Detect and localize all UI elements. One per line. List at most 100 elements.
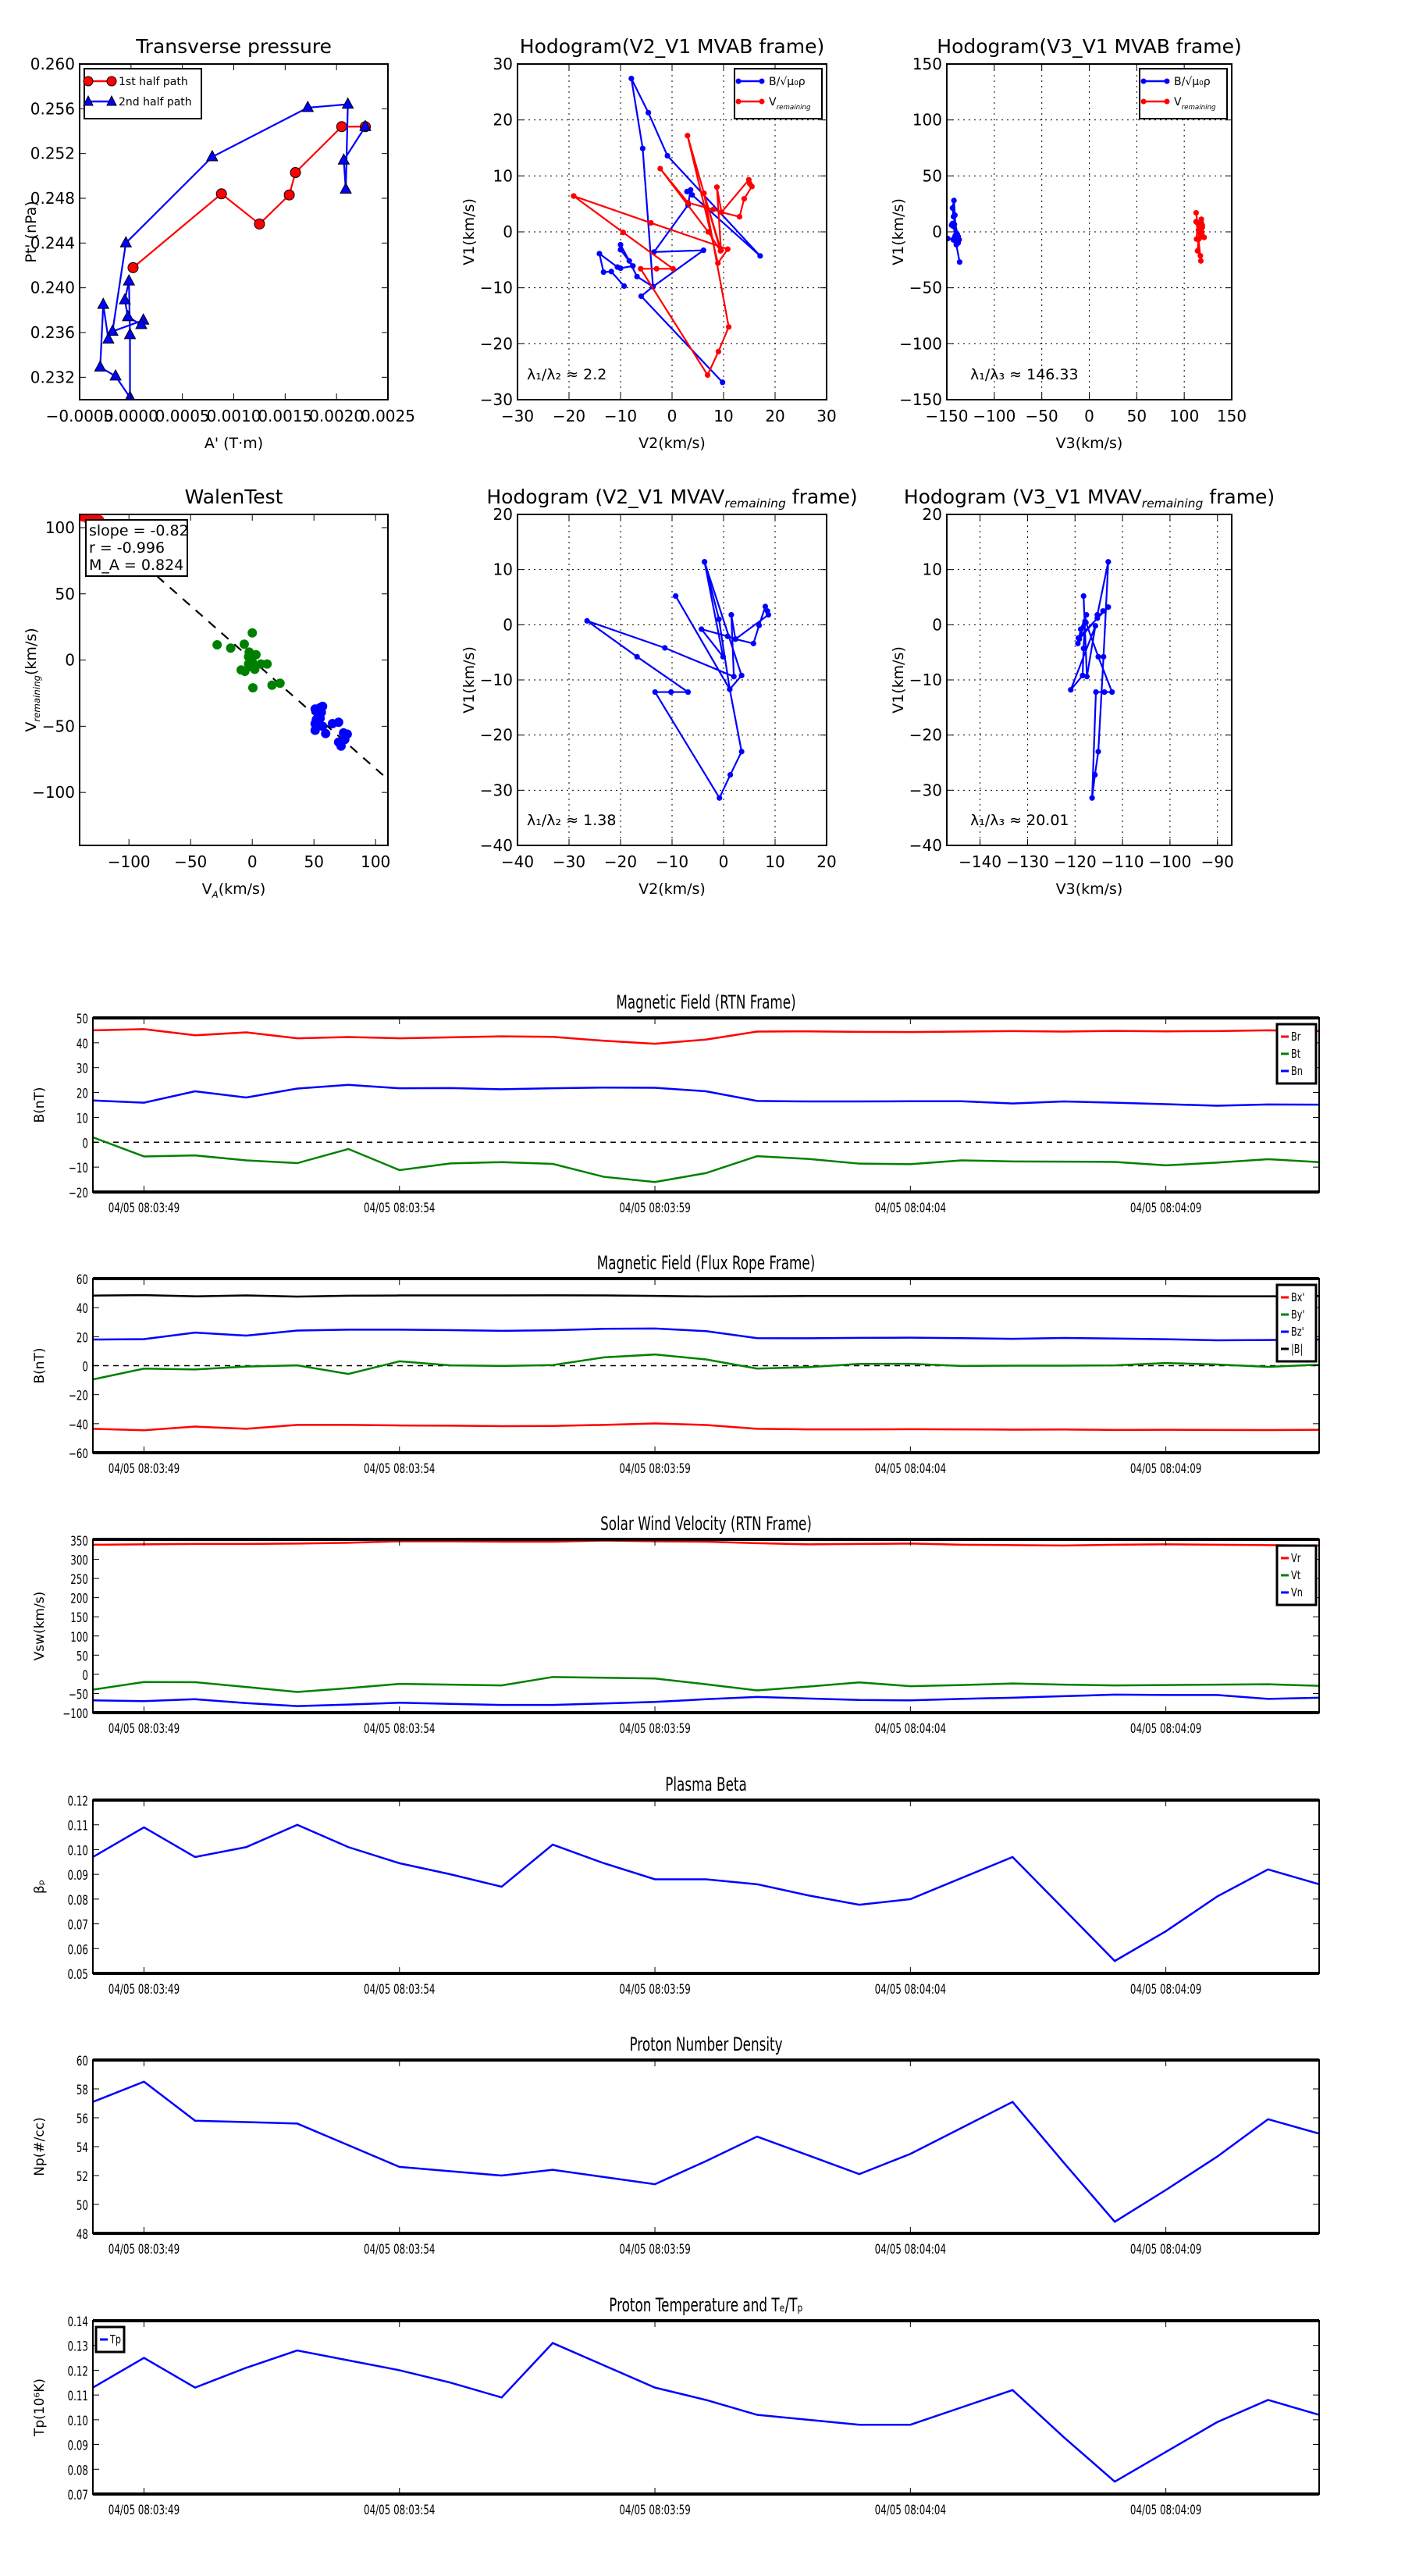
y-tick-label: 0.05 [68, 1967, 88, 1983]
y-tick-label: −150 [899, 390, 942, 409]
chart-title: WalenTest [185, 486, 283, 508]
data-point [1100, 608, 1106, 614]
x-tick-label: 0.0005 [155, 407, 210, 425]
axes-frame [92, 1799, 1320, 1974]
legend-label: Vremaining​ [769, 96, 811, 112]
series-line-Bx' [93, 1422, 1319, 1432]
series-line-Bz' [93, 1327, 1319, 1342]
data-point [1105, 559, 1112, 565]
chart-title: Plasma Beta [665, 1774, 747, 1795]
y-tick-label: 350 [70, 1534, 88, 1550]
axes-frame [92, 1539, 1320, 1713]
y-tick-label: −20 [69, 1186, 88, 1201]
data-point [710, 206, 717, 212]
data-point [718, 247, 724, 254]
data-point [639, 145, 646, 151]
data-point [340, 182, 352, 194]
data-point [685, 688, 692, 696]
y-tick-label: 50 [923, 166, 942, 185]
data-point [215, 188, 227, 200]
x-tick-label: −100 [1148, 852, 1191, 871]
data-point [628, 76, 635, 82]
series-line-Br [93, 1028, 1319, 1045]
data-point [341, 97, 354, 109]
x-tick-label: 50 [1127, 407, 1147, 425]
y-tick-label: −30 [480, 390, 513, 409]
y-tick-label: −10 [909, 671, 942, 689]
chart-title: Proton Temperature and Tₑ/Tₚ [609, 2294, 802, 2316]
data-point [626, 258, 632, 264]
y-tick-label: −60 [69, 1446, 88, 1462]
y-tick-label: 300 [70, 1553, 88, 1568]
data-point [254, 218, 265, 229]
data-point [119, 293, 131, 304]
data-point [757, 253, 763, 259]
y-axis-label: V1(km/s) [890, 646, 907, 713]
y-tick-label: 0.256 [30, 99, 75, 118]
x-tick-label: 04/05 08:03:54 [364, 1201, 435, 1216]
data-point [689, 192, 695, 198]
chart-panel: WalenTest −100 −50 0 50 100 −100 −50 0 50 100 VA​(k… [23, 486, 390, 900]
data-point [123, 274, 136, 286]
x-tick-label: 04/05 08:03:59 [619, 2242, 690, 2258]
y-tick-label: −100 [62, 1706, 88, 1722]
x-tick-label: −100 [108, 852, 151, 871]
data-point [1092, 623, 1099, 629]
annotation-text: slope = -0.82 [89, 522, 189, 539]
y-tick-label: 0.07 [68, 2488, 88, 2503]
data-point [657, 165, 663, 172]
chart-panel: Magnetic Field (RTN Frame) 04/05 08:03:49… [32, 991, 1320, 1216]
legend-marker [83, 76, 94, 87]
chart-panel: Solar Wind Velocity (RTN Frame) 04/05 08:… [32, 1513, 1320, 1737]
data-point [653, 265, 660, 272]
data-point [267, 680, 277, 690]
data-point [727, 686, 733, 692]
data-point [745, 176, 752, 183]
data-point [1089, 795, 1095, 801]
y-tick-label: 50 [76, 1649, 88, 1664]
legend-box [734, 68, 823, 119]
series-line-1st half path [132, 126, 366, 269]
annotation-text: r = -0.996 [89, 539, 165, 557]
data-point [620, 229, 626, 236]
x-tick-label: 04/05 08:03:54 [364, 1461, 435, 1477]
y-tick-label: −100 [32, 783, 75, 802]
x-axis-label: V3(km/s) [1056, 435, 1123, 452]
y-tick-label: 0.10 [68, 1843, 88, 1859]
y-tick-label: 50 [76, 1012, 88, 1027]
y-tick-label: 60 [76, 1272, 88, 1288]
y-tick-label: 0 [65, 651, 75, 670]
chart-panel: Hodogram (V3_V1 MVAVremaining​ frame) −14… [890, 486, 1275, 898]
legend-marker [1140, 78, 1147, 84]
x-tick-label: −30 [553, 852, 585, 871]
data-point [239, 639, 249, 649]
x-tick-label: −40 [501, 852, 534, 871]
y-tick-label: −20 [480, 334, 513, 353]
data-point [1201, 234, 1208, 240]
plot-area [93, 1293, 1319, 1432]
x-tick-label: 04/05 08:04:09 [1130, 1982, 1201, 1998]
y-axis-label: Np(#/cc) [32, 2117, 48, 2176]
data-point [716, 616, 722, 622]
legend-label: B/√μ₀ρ [1174, 76, 1211, 88]
legend-marker [759, 98, 765, 105]
data-point [727, 771, 734, 778]
legend-box [84, 68, 202, 119]
y-tick-label: 50 [55, 585, 75, 603]
data-point [1075, 640, 1081, 646]
chart-title: Magnetic Field (RTN Frame) [616, 991, 795, 1013]
data-point [646, 109, 652, 116]
chart-title: Hodogram(V2_V1 MVAB frame) [520, 35, 824, 58]
y-tick-label: 0.09 [68, 1868, 88, 1884]
data-point [125, 390, 135, 400]
y-tick-label: 20 [76, 1087, 88, 1102]
data-point [1092, 771, 1098, 778]
y-tick-label: −30 [480, 781, 513, 799]
y-tick-label: 58 [76, 2083, 88, 2098]
data-point [283, 189, 295, 201]
eigenvalue-ratio-label: λ₁/λ₃ ≈ 146.33 [970, 366, 1079, 383]
x-tick-label: 0.0010 [207, 407, 261, 425]
y-tick-label: 0 [82, 1359, 88, 1375]
y-tick-label: 0.09 [68, 2439, 88, 2454]
data-point [756, 622, 763, 628]
